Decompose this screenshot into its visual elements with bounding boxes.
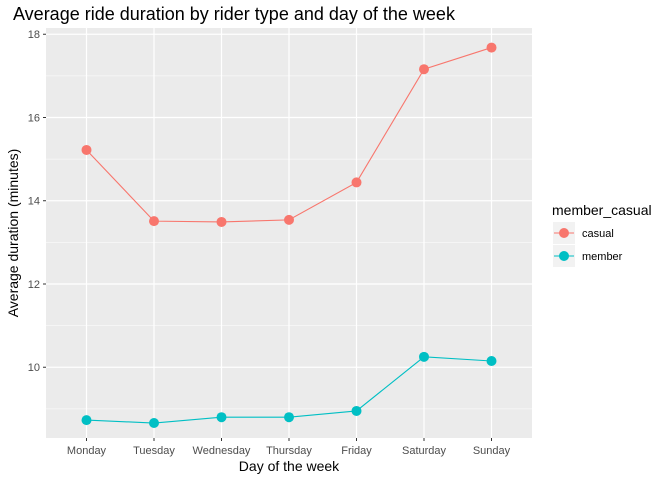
member-point [216, 412, 227, 423]
casual-point [351, 177, 362, 188]
casual-point [486, 42, 497, 53]
major-grid [46, 28, 532, 438]
x-axis-title: Day of the week [239, 458, 340, 474]
x-axis: Monday Tuesday Wednesday Thursday Friday Satu… [67, 438, 511, 457]
y-tick-label: 18 [28, 29, 40, 41]
series-layer [81, 42, 497, 429]
y-tick-label: 14 [28, 196, 40, 208]
y-axis-title: Average duration (minutes) [5, 149, 21, 318]
legend-title: member_casual [552, 202, 652, 218]
casual-point [419, 64, 429, 75]
legend-key-point [559, 228, 569, 238]
legend-key-casual [553, 222, 575, 244]
legend: member_casual casual member [552, 202, 652, 267]
x-tick-label: Wednesday [193, 445, 251, 457]
legend-label-member: member [582, 251, 623, 263]
x-tick-label: Tuesday [133, 445, 175, 457]
y-axis: 10 12 14 16 18 [28, 29, 46, 374]
legend-key-point [559, 251, 569, 261]
casual-point [284, 214, 294, 225]
x-tick-label: Sunday [473, 445, 511, 457]
series-casual [81, 42, 497, 227]
casual-point [149, 216, 159, 227]
member-point [284, 412, 294, 423]
casual-point [81, 144, 92, 155]
member-point [81, 415, 92, 426]
series-member [81, 351, 497, 429]
x-tick-label: Friday [341, 445, 372, 457]
x-tick-label: Thursday [266, 445, 312, 457]
chart-title: Average ride duration by rider type and … [13, 4, 456, 24]
member-point [486, 355, 497, 366]
member-point [149, 418, 159, 429]
legend-label-casual: casual [582, 228, 614, 240]
y-tick-label: 16 [28, 112, 40, 124]
casual-point [216, 216, 227, 227]
legend-key-member [553, 245, 575, 267]
member-point [351, 405, 362, 416]
y-tick-label: 12 [28, 279, 40, 291]
x-tick-label: Saturday [402, 445, 447, 457]
member-point [419, 351, 429, 362]
y-tick-label: 10 [28, 362, 40, 374]
x-tick-label: Monday [67, 445, 107, 457]
